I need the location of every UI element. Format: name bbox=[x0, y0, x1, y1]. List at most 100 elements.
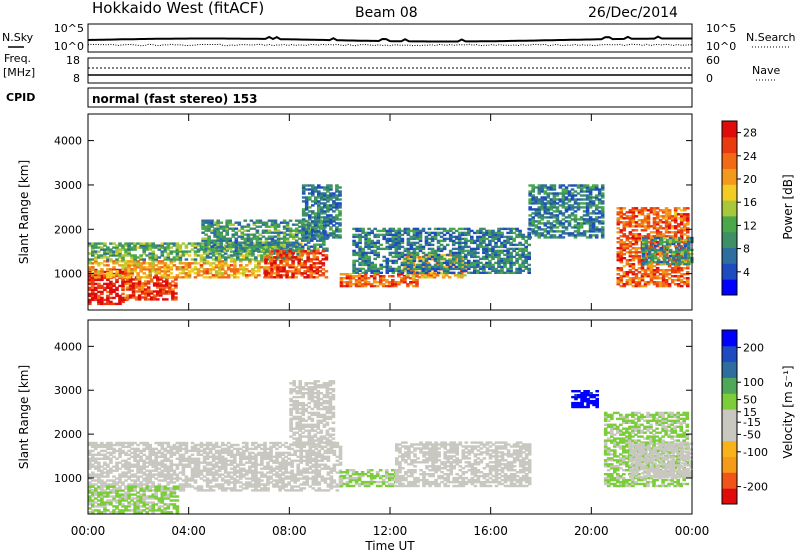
echo-cell bbox=[497, 233, 501, 237]
echo-cell bbox=[109, 296, 113, 300]
echo-cell bbox=[264, 256, 268, 259]
echo-cell bbox=[163, 268, 168, 271]
echo-cell bbox=[166, 459, 171, 462]
echo-cell bbox=[358, 241, 362, 245]
echo-cell bbox=[154, 441, 158, 445]
echo-cell bbox=[673, 261, 678, 264]
echo-cell bbox=[100, 246, 104, 249]
echo-cell bbox=[473, 253, 477, 257]
echo-cell bbox=[264, 225, 269, 228]
echo-cell bbox=[94, 461, 98, 464]
echo-cell bbox=[315, 256, 320, 259]
echo-cell bbox=[588, 230, 593, 233]
echo-cell bbox=[442, 239, 447, 243]
echo-cell bbox=[159, 290, 163, 293]
echo-cell bbox=[216, 225, 220, 228]
echo-cell bbox=[540, 222, 545, 225]
echo-cell bbox=[677, 256, 682, 260]
echo-cell bbox=[103, 252, 107, 255]
echo-cell bbox=[103, 260, 107, 263]
echo-cell bbox=[175, 276, 180, 279]
echo-cell bbox=[585, 220, 590, 223]
echo-cell bbox=[282, 241, 287, 244]
echo-cell bbox=[659, 240, 664, 244]
echo-cell bbox=[278, 258, 282, 261]
echo-cell bbox=[667, 263, 672, 266]
echo-cell bbox=[674, 246, 679, 250]
echo-cell bbox=[388, 227, 393, 231]
echo-cell bbox=[403, 227, 408, 231]
echo-cell bbox=[282, 260, 286, 263]
echo-cell bbox=[270, 231, 275, 234]
echo-cell bbox=[169, 477, 174, 480]
echo-cell bbox=[187, 461, 192, 464]
echo-cell bbox=[172, 447, 177, 451]
echo-cell bbox=[631, 211, 636, 214]
echo-cell bbox=[326, 216, 330, 219]
echo-cell bbox=[662, 258, 667, 262]
echo-cell bbox=[134, 282, 139, 285]
echo-cell bbox=[181, 489, 186, 492]
echo-cell bbox=[163, 262, 168, 265]
echo-cell bbox=[409, 281, 413, 284]
echo-cell bbox=[552, 226, 557, 229]
echo-cell bbox=[388, 259, 393, 263]
echo-cell bbox=[485, 231, 489, 235]
echo-cell bbox=[128, 282, 133, 285]
echo-cell bbox=[338, 202, 342, 205]
echo-cell bbox=[616, 273, 621, 276]
echo-cell bbox=[118, 477, 122, 480]
echo-cell bbox=[652, 281, 657, 284]
echo-cell bbox=[255, 235, 260, 238]
echo-cell bbox=[258, 225, 263, 228]
echo-cell bbox=[427, 251, 432, 255]
echo-cell bbox=[430, 265, 435, 269]
echo-cell bbox=[367, 239, 371, 243]
echo-cell bbox=[316, 247, 320, 250]
echo-cell bbox=[662, 260, 667, 264]
echo-cell bbox=[625, 237, 630, 240]
echo-cell bbox=[518, 263, 522, 267]
echo-cell bbox=[448, 235, 453, 239]
echo-cell bbox=[655, 275, 660, 278]
echo-cell bbox=[573, 230, 578, 233]
echo-cell bbox=[181, 459, 186, 462]
echo-cell bbox=[88, 459, 92, 462]
echo-cell bbox=[100, 298, 104, 302]
echo-cell bbox=[652, 271, 657, 274]
echo-cell bbox=[567, 206, 572, 209]
echo-cell bbox=[687, 242, 691, 246]
echo-cell bbox=[451, 227, 456, 231]
echo-cell bbox=[558, 184, 563, 187]
echo-cell bbox=[528, 198, 532, 201]
echo-cell bbox=[332, 192, 336, 195]
echo-cell bbox=[157, 483, 162, 486]
echo-cell bbox=[543, 236, 548, 239]
echo-cell bbox=[266, 252, 270, 255]
echo-cell bbox=[352, 227, 356, 231]
echo-cell bbox=[304, 228, 309, 231]
echo-cell bbox=[367, 251, 371, 255]
echo-cell bbox=[552, 216, 557, 219]
echo-cell bbox=[540, 206, 545, 209]
echo-cell bbox=[338, 210, 342, 213]
echo-cell bbox=[479, 261, 483, 265]
echo-cell bbox=[323, 218, 327, 221]
echo-cell bbox=[335, 218, 339, 221]
echo-cell bbox=[121, 443, 125, 447]
echo-cell bbox=[187, 262, 192, 265]
echo-cell bbox=[234, 221, 239, 224]
echo-cell bbox=[187, 276, 192, 279]
echo-cell bbox=[658, 283, 663, 286]
echo-cell bbox=[128, 286, 133, 289]
echo-cell bbox=[178, 250, 183, 253]
echo-cell bbox=[650, 242, 655, 246]
echo-cell bbox=[391, 281, 395, 284]
echo-cell bbox=[518, 247, 522, 251]
echo-cell bbox=[427, 231, 432, 235]
y-tick-label: 4000 bbox=[54, 135, 82, 148]
echo-cell bbox=[163, 449, 168, 453]
echo-cell bbox=[531, 222, 535, 225]
echo-cell bbox=[199, 441, 204, 445]
echo-cell bbox=[281, 256, 285, 259]
